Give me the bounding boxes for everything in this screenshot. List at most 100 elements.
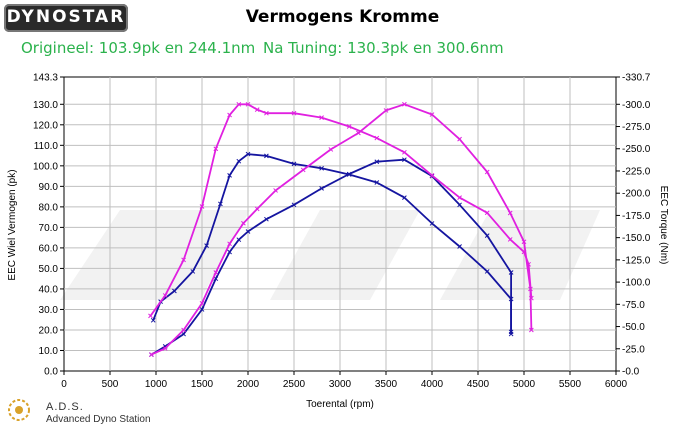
data-point-na-tuning-torque (526, 261, 531, 267)
data-point-origineel-power (457, 202, 462, 208)
y-tick-label: 10.0 (39, 346, 59, 357)
data-point-na-tuning-torque (291, 110, 297, 116)
data-point-na-tuning-torque (429, 173, 435, 178)
data-point-na-tuning-power (162, 346, 168, 351)
y-tick-label: 50.0 (39, 264, 59, 275)
data-point-origineel-power (245, 229, 251, 234)
data-point-na-tuning-torque (227, 112, 232, 118)
y2-tick-label: -250.0 (622, 144, 651, 155)
grid (64, 77, 616, 371)
x-tick-label: 3000 (329, 379, 352, 390)
chart-title: Vermogens Kromme (245, 7, 440, 27)
data-point-origineel-power (484, 233, 490, 238)
y-tick-label: 143.3 (33, 73, 58, 84)
x-tick-label: 5000 (513, 379, 536, 390)
data-point-origineel-power (264, 216, 269, 222)
data-point-origineel-torque (291, 161, 297, 167)
series-line-origineel-torque (152, 153, 513, 332)
data-point-origineel-torque (346, 172, 352, 177)
y2-tick-label: -25.0 (622, 344, 645, 355)
data-point-origineel-torque (172, 288, 177, 294)
data-point-origineel-torque (236, 158, 242, 164)
y-tick-label: 60.0 (39, 243, 59, 254)
x-tick-label: 4000 (421, 379, 444, 390)
data-point-origineel-power (402, 157, 407, 163)
data-point-na-tuning-torque (213, 146, 219, 152)
data-point-origineel-torque (150, 317, 156, 323)
data-point-na-tuning-torque (521, 249, 527, 255)
data-point-na-tuning-power (402, 101, 407, 107)
data-point-na-tuning-power (300, 167, 306, 173)
data-point-na-tuning-power (181, 327, 186, 333)
data-point-na-tuning-power (213, 270, 219, 275)
data-point-na-tuning-power (429, 112, 435, 117)
data-point-na-tuning-torque (402, 149, 407, 155)
dynostar-logo: DYNOSTAR (4, 4, 128, 32)
data-point-na-tuning-power (273, 188, 278, 193)
y-tick-label: 80.0 (39, 202, 59, 213)
y2-tick-label: -75.0 (622, 300, 645, 311)
x-tick-label: 500 (102, 379, 119, 390)
logo-text: DYNOSTAR (6, 7, 126, 27)
y-axis-right-ticks: -0.0 -25.0 -50.0 -75.0 -100.0 -125.0 -150.0 -17… (616, 73, 651, 378)
data-point-na-tuning-power (241, 220, 246, 226)
data-point-na-tuning-torque (181, 257, 186, 263)
data-point-na-tuning-torque (484, 210, 490, 216)
x-tick-label: 3500 (375, 379, 398, 390)
data-point-origineel-torque (218, 201, 223, 207)
data-point-na-tuning-power (328, 147, 334, 152)
ads-title: A.D.S. (46, 401, 84, 413)
y-tick-label: 70.0 (39, 223, 59, 234)
data-point-na-tuning-power (149, 352, 154, 357)
y2-tick-label: -200.0 (622, 189, 651, 200)
y-tick-label: 100.0 (33, 161, 58, 172)
data-point-origineel-power (374, 159, 380, 165)
y-axis-left-ticks: 0.0 10.0 20.0 30.0 40.0 50.0 60.0 70.0 80.0 90.0 1… (33, 73, 64, 378)
data-point-na-tuning-power (457, 136, 462, 142)
y2-tick-label: -150.0 (622, 233, 651, 244)
data-point-na-tuning-power (199, 300, 205, 306)
data-point-na-tuning-power (383, 108, 389, 113)
data-point-origineel-power (236, 237, 242, 243)
y-tick-label: 0.0 (44, 367, 58, 378)
data-point-na-tuning-power (529, 327, 534, 333)
data-point-na-tuning-power (521, 239, 527, 245)
legend-tuned: Na Tuning: 130.3pk en 300.6nm (263, 39, 504, 57)
y-tick-label: 30.0 (39, 305, 59, 316)
y-axis-right-label: EEC Torque (Nm) (658, 186, 669, 265)
data-point-origineel-power (291, 202, 297, 208)
y2-tick-label: -50.0 (622, 322, 645, 333)
data-point-na-tuning-torque (199, 204, 205, 209)
data-point-na-tuning-torque (457, 195, 462, 200)
y-tick-label: 120.0 (33, 120, 58, 131)
data-point-origineel-torque (429, 221, 435, 226)
data-point-origineel-power (181, 331, 186, 337)
y-tick-label: 110.0 (34, 141, 59, 152)
x-tick-label: 0 (61, 379, 67, 390)
data-point-origineel-torque (508, 296, 514, 302)
ads-logo-icon (8, 399, 30, 421)
data-point-origineel-torque (204, 243, 209, 249)
data-point-na-tuning-torque (319, 115, 324, 120)
y-tick-label: 40.0 (39, 284, 59, 295)
y2-tick-label: -175.0 (622, 211, 651, 222)
x-axis-ticks: 0 500 1000 1500 2000 2500 3000 3500 4000 4500 5000… (61, 371, 628, 390)
data-point-na-tuning-power (484, 169, 490, 175)
x-tick-label: 6000 (605, 379, 628, 390)
data-point-origineel-power (508, 270, 514, 275)
watermark (60, 210, 600, 300)
x-tick-label: 4500 (467, 379, 490, 390)
data-point-origineel-torque (508, 329, 514, 335)
data-point-origineel-torque (264, 153, 269, 159)
legend-original: Origineel: 103.9pk en 244.1nm (21, 39, 256, 57)
x-tick-label: 1500 (191, 379, 214, 390)
y2-tick-label: -300.0 (622, 100, 651, 111)
data-point-origineel-torque (457, 244, 462, 249)
series-line-na-tuning-torque (149, 103, 533, 317)
data-point-na-tuning-torque (245, 101, 251, 107)
x-tick-label: 2000 (237, 379, 260, 390)
data-point-na-tuning-power (507, 210, 513, 216)
x-axis-label: Toerental (rpm) (306, 399, 374, 410)
series-group (148, 101, 534, 357)
